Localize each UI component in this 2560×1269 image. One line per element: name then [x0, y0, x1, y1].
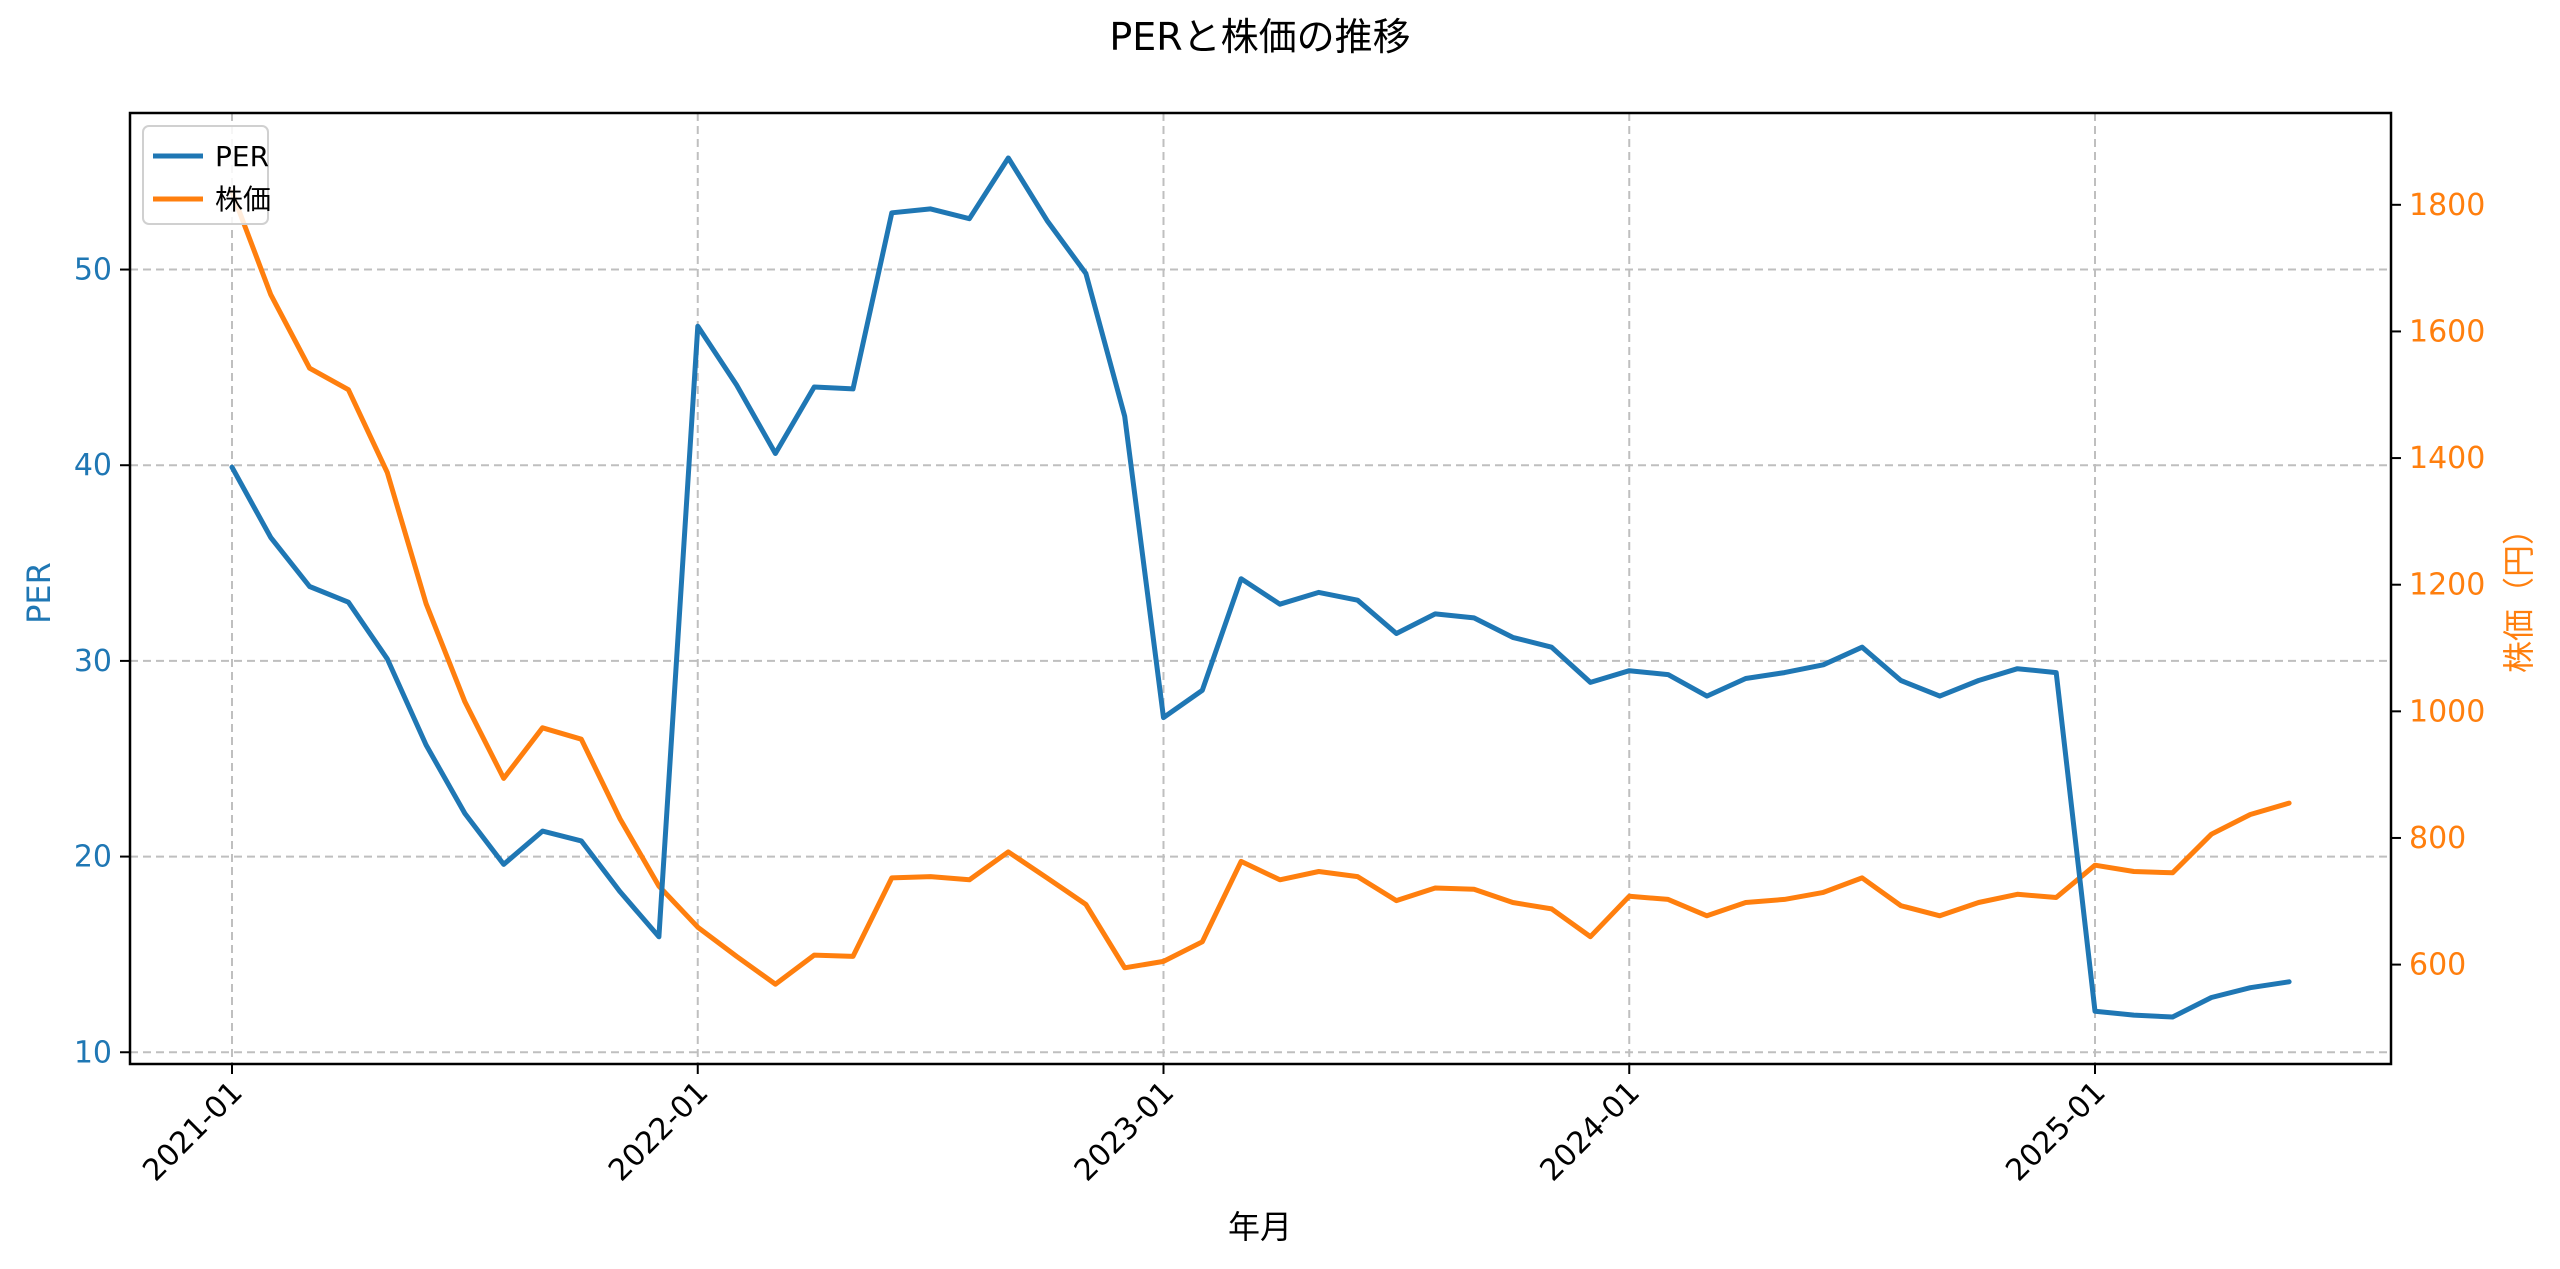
y-right-tick-label: 1400 [2409, 441, 2485, 476]
y-right-tick-label: 1200 [2409, 568, 2485, 603]
y-right-tick-label: 800 [2409, 821, 2466, 856]
x-axis: 2021-01 2022-01 2023-01 2024-01 2025-01 [136, 1064, 2113, 1188]
y-right-tick-label: 1600 [2409, 314, 2485, 349]
y-right-tick-label: 1800 [2409, 188, 2485, 223]
y-axis-left-label: PER [20, 562, 58, 624]
x-tick-label: 2021-01 [136, 1075, 249, 1188]
x-tick-label: 2025-01 [1999, 1075, 2112, 1188]
series-layer [229, 155, 2292, 1020]
legend-label: 株価 [215, 183, 271, 216]
y-right-tick-label: 600 [2409, 948, 2466, 983]
y-axis-right: 600 800 1000 1200 1400 1600 1800 [2391, 188, 2485, 983]
y-right-tick-label: 1000 [2409, 694, 2485, 729]
chart-title: PERと株価の推移 [1109, 15, 1410, 59]
y-axis-right-label: 株価（円） [2500, 513, 2538, 673]
x-tick-label: 2022-01 [602, 1075, 715, 1188]
legend: PER 株価 [142, 125, 271, 225]
y-left-tick-label: 20 [74, 840, 112, 875]
y-left-tick-label: 50 [74, 253, 112, 288]
legend-label: PER [215, 140, 269, 173]
x-tick-label: 2024-01 [1534, 1075, 1647, 1188]
series-line-per [229, 155, 2292, 1020]
x-tick-label: 2023-01 [1068, 1075, 1181, 1188]
y-left-tick-label: 30 [74, 644, 112, 679]
y-axis-left: 10 20 30 40 50 [74, 253, 130, 1070]
y-left-tick-label: 10 [74, 1035, 112, 1070]
y-left-tick-label: 40 [74, 448, 112, 483]
plot-area-frame [128, 111, 2393, 1066]
x-axis-label: 年月 [1228, 1208, 1292, 1246]
series-line-price [229, 189, 2292, 987]
grid-lines [130, 113, 2391, 1064]
